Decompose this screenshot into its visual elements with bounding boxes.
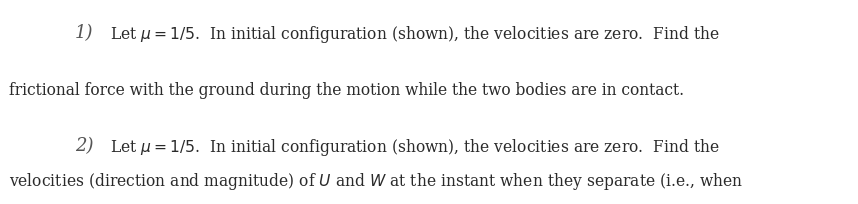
Text: frictional force with the ground during the motion while the two bodies are in c: frictional force with the ground during … bbox=[9, 82, 684, 99]
Text: velocities (direction and magnitude) of $U$ and $W$ at the instant when they sep: velocities (direction and magnitude) of … bbox=[9, 171, 743, 192]
Text: Let $\mu = 1/5$.  In initial configuration (shown), the velocities are zero.  Fi: Let $\mu = 1/5$. In initial configuratio… bbox=[110, 137, 720, 158]
Text: 2): 2) bbox=[75, 137, 94, 155]
Text: 1): 1) bbox=[75, 24, 94, 42]
Text: Let $\mu = 1/5$.  In initial configuration (shown), the velocities are zero.  Fi: Let $\mu = 1/5$. In initial configuratio… bbox=[110, 24, 720, 45]
